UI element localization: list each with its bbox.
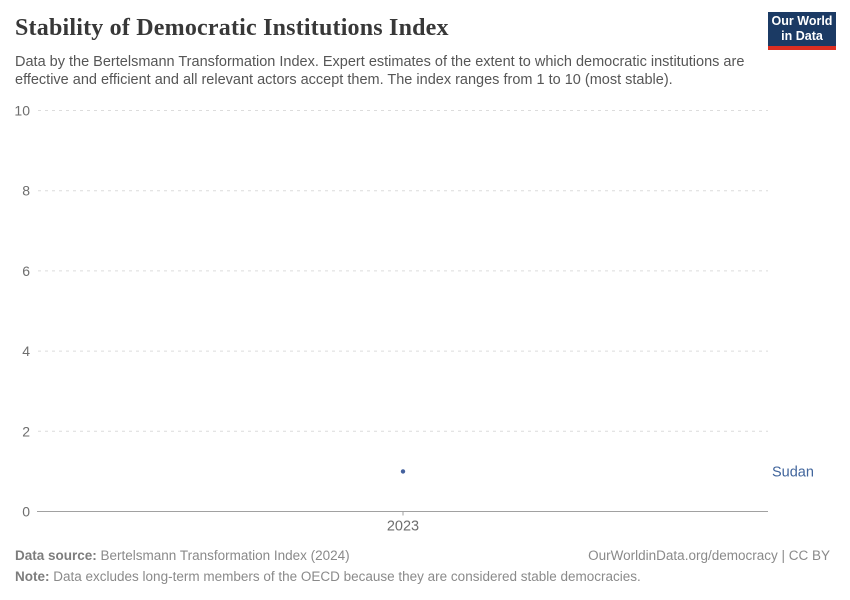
page-title: Stability of Democratic Institutions Ind… xyxy=(15,15,449,41)
data-source-text: Bertelsmann Transformation Index (2024) xyxy=(96,548,350,563)
x-tick-label: 2023 xyxy=(387,519,419,535)
attribution-link[interactable]: OurWorldinData.org/democracy | CC BY xyxy=(588,548,830,563)
data-source: Data source: Bertelsmann Transformation … xyxy=(15,545,350,566)
y-tick-label: 8 xyxy=(22,183,30,199)
note-label: Note: xyxy=(15,569,50,584)
y-tick-label: 0 xyxy=(22,504,30,520)
note-text: Data excludes long-term members of the O… xyxy=(49,569,641,584)
owid-logo-line2: in Data xyxy=(781,29,823,43)
data-point-sudan[interactable] xyxy=(400,469,406,474)
owid-logo[interactable]: Our World in Data xyxy=(768,12,836,50)
chart-subtitle: Data by the Bertelsmann Transformation I… xyxy=(15,54,745,89)
data-source-label: Data source: xyxy=(15,548,97,563)
footer-note-row: Note: Data excludes long-term members of… xyxy=(15,566,830,587)
y-tick-label: 6 xyxy=(22,263,30,279)
y-tick-label: 4 xyxy=(22,343,30,359)
owid-logo-stripe xyxy=(768,46,836,50)
owid-logo-line1: Our World xyxy=(771,13,833,28)
footer-source-row: Data source: Bertelsmann Transformation … xyxy=(15,545,830,566)
entity-label-sudan[interactable]: Sudan xyxy=(772,464,814,480)
y-tick-label: 2 xyxy=(22,423,30,439)
y-tick-label: 10 xyxy=(14,103,30,119)
chart-footer: Data source: Bertelsmann Transformation … xyxy=(15,545,830,587)
